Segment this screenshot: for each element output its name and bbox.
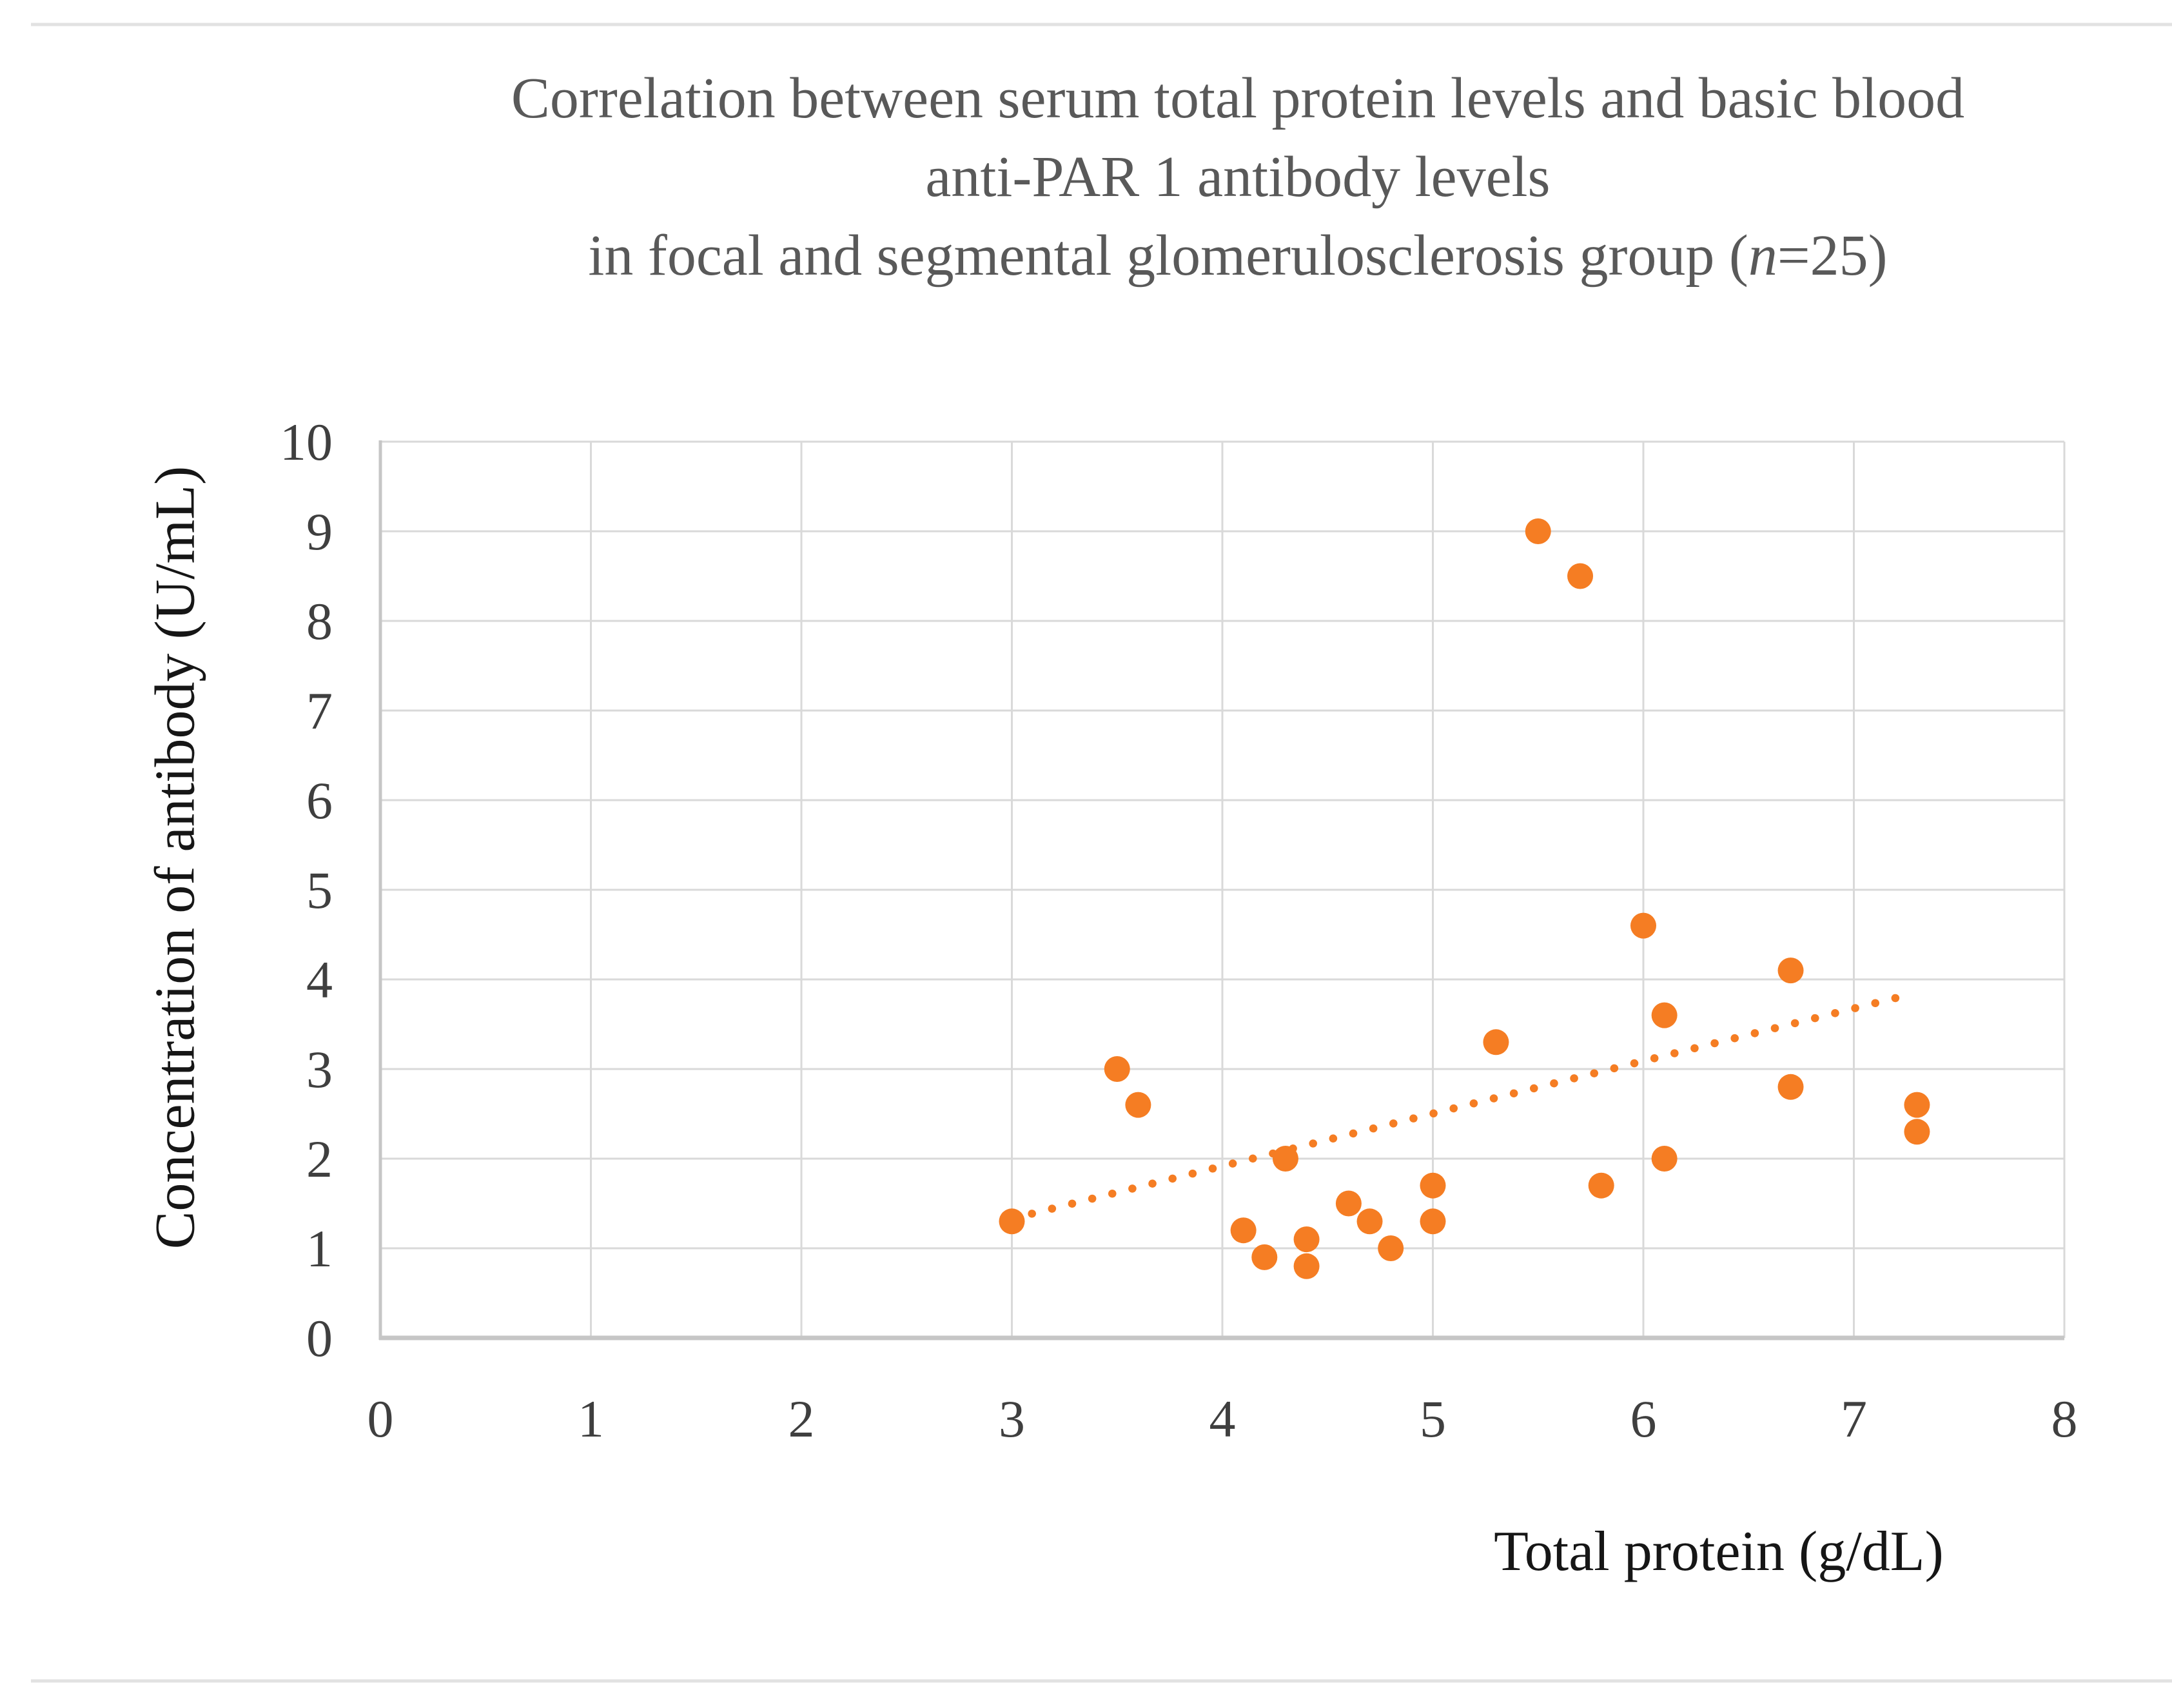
x-tick-label: 7 (1841, 1389, 1867, 1448)
chart-title: Correlation between serum total protein … (511, 59, 1964, 295)
data-point (1777, 1074, 1804, 1100)
x-tick-label: 3 (999, 1389, 1025, 1448)
data-point (1420, 1208, 1446, 1235)
data-point (999, 1208, 1025, 1235)
y-tick-label: 8 (306, 592, 333, 651)
chart-title-line2: anti-PAR 1 antibody levels (925, 145, 1551, 209)
data-point (1293, 1253, 1320, 1279)
data-point (1420, 1172, 1446, 1199)
data-point (1335, 1190, 1362, 1217)
chart-title-line3-prefix: in focal and segmental glomerulosclerosi… (588, 224, 1748, 288)
data-point (1651, 1002, 1678, 1028)
data-point (1525, 518, 1551, 544)
data-points (999, 518, 1930, 1279)
x-tick-label: 6 (1630, 1389, 1657, 1448)
data-point (1378, 1235, 1404, 1261)
x-tick-label: 1 (578, 1389, 604, 1448)
y-tick-label: 0 (306, 1309, 333, 1368)
data-point (1630, 912, 1656, 939)
data-point (1483, 1029, 1509, 1055)
data-point (1651, 1146, 1678, 1172)
data-point (1567, 563, 1594, 589)
data-point (1356, 1208, 1383, 1235)
x-tick-label: 5 (1420, 1389, 1446, 1448)
data-point (1293, 1226, 1320, 1253)
axis-lines (378, 440, 2064, 1340)
y-tick-label: 5 (306, 861, 333, 919)
data-point (1588, 1172, 1614, 1199)
y-tick-label: 1 (306, 1219, 333, 1278)
y-tick-label: 2 (306, 1130, 333, 1188)
data-point (1904, 1119, 1930, 1145)
x-axis-title: Total protein (g/dL) (1494, 1520, 1944, 1583)
y-tick-label: 7 (306, 682, 333, 740)
x-tick-label: 2 (788, 1389, 815, 1448)
data-point (1272, 1146, 1298, 1172)
y-tick-labels: 0 1 2 3 4 5 6 7 8 9 10 (280, 413, 333, 1368)
data-point (1230, 1217, 1257, 1244)
chart-title-line3-suffix: =25) (1777, 224, 1888, 288)
data-point (1777, 957, 1804, 984)
page-border-lines (31, 23, 2172, 1683)
chart-title-line3: in focal and segmental glomerulosclerosi… (511, 217, 1964, 295)
y-tick-label: 10 (280, 413, 333, 471)
data-point (1104, 1056, 1130, 1082)
y-tick-label: 4 (306, 950, 333, 1009)
chart-title-line3-n: n (1748, 224, 1777, 288)
x-tick-label: 8 (2051, 1389, 2078, 1448)
data-point (1125, 1092, 1151, 1118)
data-point (1904, 1092, 1930, 1118)
x-tick-labels: 0 1 2 3 4 5 6 7 8 (367, 1389, 2078, 1448)
y-tick-label: 9 (306, 502, 333, 561)
y-tick-label: 3 (306, 1040, 333, 1099)
data-point (1251, 1244, 1278, 1270)
gridlines (380, 440, 2066, 1338)
x-tick-label: 0 (367, 1389, 394, 1448)
chart-title-line1: Correlation between serum total protein … (511, 66, 1965, 130)
y-tick-label: 6 (306, 771, 333, 830)
x-tick-label: 4 (1209, 1389, 1236, 1448)
